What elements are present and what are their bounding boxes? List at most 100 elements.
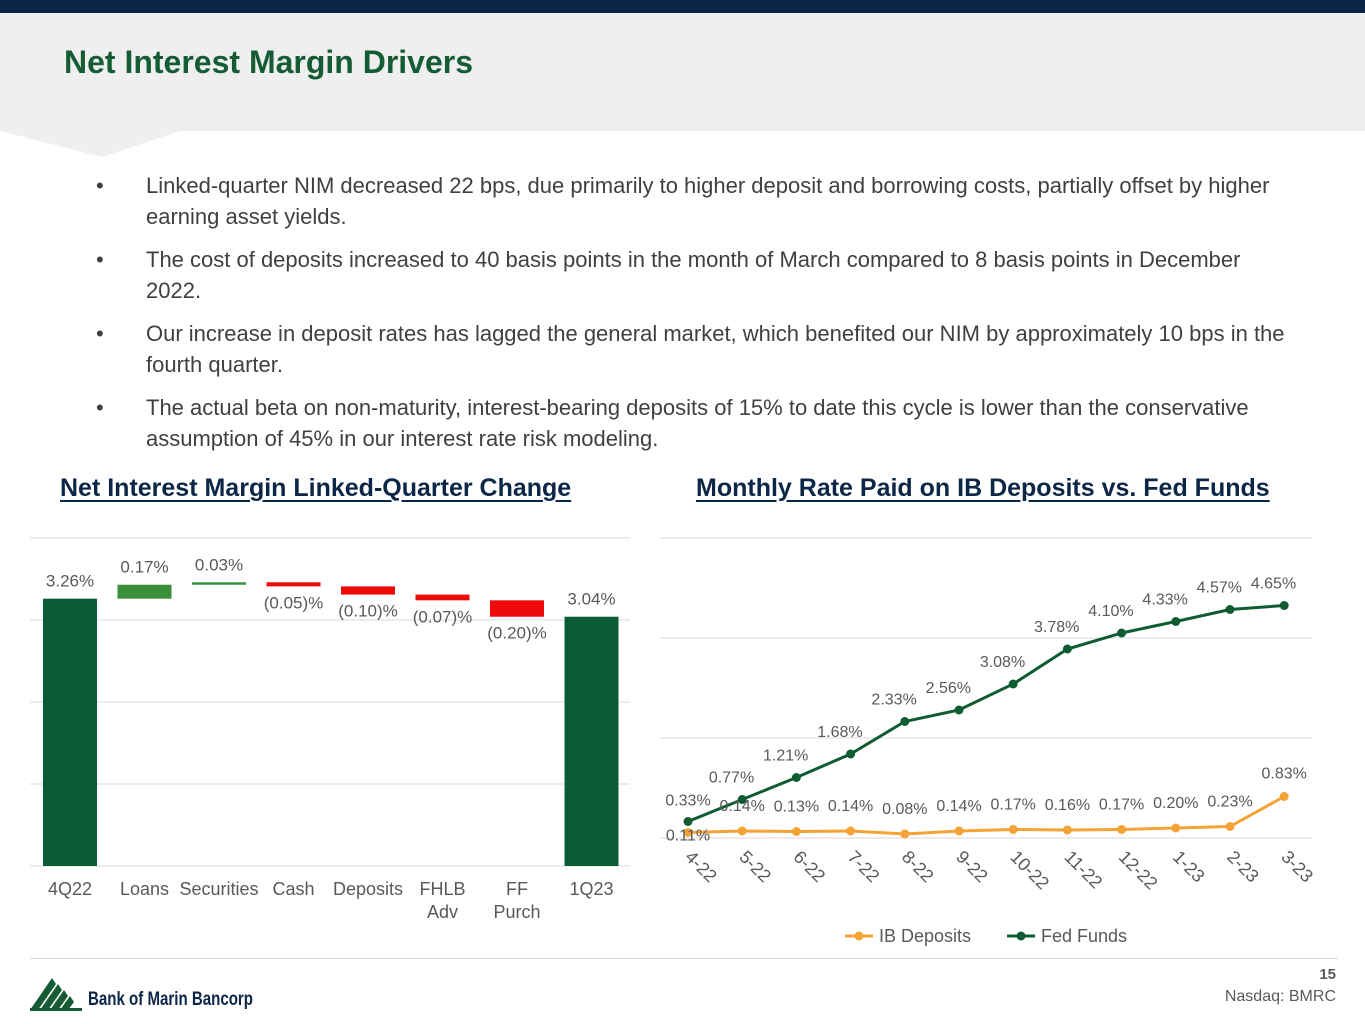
fed-funds-point — [1171, 617, 1181, 626]
fed-funds-point — [791, 773, 801, 782]
x-tick-label: 3-23 — [1277, 847, 1317, 887]
bullet-symbol: • — [96, 247, 104, 272]
bullet-text: The cost of deposits increased to 40 bas… — [146, 247, 1241, 303]
data-label: (0.07)% — [413, 607, 473, 626]
ib-deposits-point — [1008, 825, 1018, 834]
x-tick-label: 11-22 — [1061, 847, 1107, 893]
waterfall-bar — [43, 598, 97, 866]
fed-funds-point — [683, 817, 693, 826]
ib-deposits-point — [900, 829, 910, 839]
x-tick-label: 7-22 — [844, 847, 884, 887]
fed-funds-point — [737, 795, 747, 804]
fed-funds-point — [900, 717, 910, 726]
x-tick-label: FHLB — [419, 879, 465, 899]
bank-logo: Bank of Marin Bancorp — [30, 978, 253, 1011]
ib-deposits-data-label: 0.20% — [1153, 795, 1198, 812]
x-tick-label: 1Q23 — [569, 879, 613, 899]
ib-deposits-data-label: 0.17% — [991, 797, 1036, 814]
bullet-symbol: • — [96, 321, 104, 346]
fed-funds-data-label: 2.56% — [926, 680, 971, 697]
x-tick-label: 2-23 — [1223, 847, 1263, 887]
footer-divider — [30, 958, 1338, 959]
fed-funds-line — [687, 604, 1285, 823]
waterfall-bar — [415, 594, 470, 601]
fed-funds-data-label: 1.21% — [763, 748, 808, 765]
ib-deposits-data-label: 0.14% — [720, 798, 765, 815]
x-tick-label: Purch — [493, 902, 540, 922]
ib-deposits-point — [1225, 822, 1235, 831]
fed-funds-data-label: 3.08% — [980, 654, 1025, 671]
fed-funds-point — [954, 705, 964, 715]
data-label: (0.20)% — [487, 624, 547, 643]
bullet-item: • The cost of deposits increased to 40 ba… — [96, 244, 1286, 306]
ib-deposits-data-label: 0.23% — [1207, 794, 1252, 811]
header-band — [0, 13, 1365, 131]
bullet-list: • Linked-quarter NIM decreased 22 bps, du… — [96, 170, 1286, 466]
ib-deposits-point — [683, 828, 693, 837]
data-label: 3.26% — [46, 572, 94, 591]
bullet-symbol: • — [96, 395, 104, 420]
top-bar — [0, 0, 1365, 13]
legend-label: IB Deposits — [879, 926, 971, 946]
data-label: 3.04% — [567, 590, 615, 609]
fed-funds-data-label: 0.77% — [709, 770, 754, 787]
x-tick-label: Adv — [427, 902, 458, 922]
ib-deposits-data-label: 0.13% — [774, 799, 819, 816]
ib-deposits-point — [737, 826, 747, 836]
x-tick-label: 5-22 — [735, 847, 775, 887]
fed-funds-point — [1117, 628, 1127, 638]
tree-logo-icon — [30, 978, 82, 1011]
bullet-item: • The actual beta on non-maturity, intere… — [96, 392, 1286, 454]
x-tick-label: Securities — [179, 879, 258, 899]
fed-funds-data-label: 3.78% — [1034, 619, 1079, 636]
data-label: 0.17% — [120, 558, 168, 577]
x-tick-label: 12-22 — [1115, 847, 1162, 894]
bullet-text: Our increase in deposit rates has lagged… — [146, 321, 1285, 377]
waterfall-bar — [490, 600, 544, 617]
x-tick-label: Cash — [272, 879, 314, 899]
company-name: Bank of Marin Bancorp — [88, 989, 253, 1010]
x-tick-label: 4Q22 — [48, 879, 92, 899]
ib-deposits-data-label: 0.14% — [828, 798, 873, 815]
ib-deposits-data-label: 0.16% — [1045, 797, 1090, 814]
ib-vs-fed-line-chart: 0.33% 0.77% 1.21% 1.68% 2.33% 2.56% 3.08% 3.78%… — [660, 537, 1317, 946]
x-tick-label: 4-22 — [681, 847, 721, 887]
fed-funds-point — [1225, 605, 1235, 614]
ticker-label: Nasdaq: BMRC — [1224, 988, 1336, 1005]
x-tick-label: 10-22 — [1006, 847, 1053, 894]
bullet-symbol: • — [96, 173, 104, 198]
fed-funds-point — [1008, 679, 1018, 689]
ib-deposits-data-label: 0.11% — [666, 828, 710, 845]
bullet-item: • Linked-quarter NIM decreased 22 bps, du… — [96, 170, 1286, 232]
waterfall-bar — [266, 582, 321, 587]
nim-waterfall-chart: 3.26% 4Q22 0.17% Loans 0.03% Securities (0.05)… — [30, 537, 630, 922]
ib-deposits-point — [954, 826, 964, 836]
ib-deposits-data-label: 0.14% — [936, 798, 981, 815]
fed-funds-point — [846, 749, 856, 759]
bullet-text: The actual beta on non-maturity, interes… — [146, 395, 1249, 451]
ib-deposits-point — [791, 827, 801, 836]
waterfall-chart-title: Net Interest Margin Linked-Quarter Chang… — [60, 474, 572, 502]
waterfall-bar — [564, 616, 619, 866]
ib-deposits-data-label: 0.17% — [1099, 797, 1144, 814]
fed-funds-data-label: 4.57% — [1197, 580, 1242, 597]
data-label: 0.03% — [195, 555, 243, 574]
ib-deposits-data-label: 0.08% — [882, 801, 927, 818]
ib-deposits-point — [1117, 825, 1127, 834]
data-label: (0.10)% — [338, 602, 398, 621]
legend-label: Fed Funds — [1041, 926, 1127, 946]
waterfall-bar — [192, 582, 246, 585]
x-tick-label: 9-22 — [952, 847, 992, 887]
line-chart-title: Monthly Rate Paid on IB Deposits vs. Fed… — [696, 474, 1270, 502]
fed-funds-point — [1279, 601, 1289, 610]
ib-deposits-point — [1062, 825, 1072, 835]
legend-swatch-marker — [1016, 931, 1026, 941]
bullet-item: • Our increase in deposit rates has lagge… — [96, 318, 1286, 380]
fed-funds-data-label: 4.65% — [1251, 576, 1296, 593]
ib-deposits-point — [846, 826, 856, 836]
x-tick-label: Loans — [120, 879, 169, 899]
header-notch — [0, 131, 180, 157]
bullet-text: Linked-quarter NIM decreased 22 bps, due… — [146, 173, 1270, 229]
legend-swatch-marker — [854, 931, 864, 941]
data-label: (0.05)% — [264, 593, 324, 612]
